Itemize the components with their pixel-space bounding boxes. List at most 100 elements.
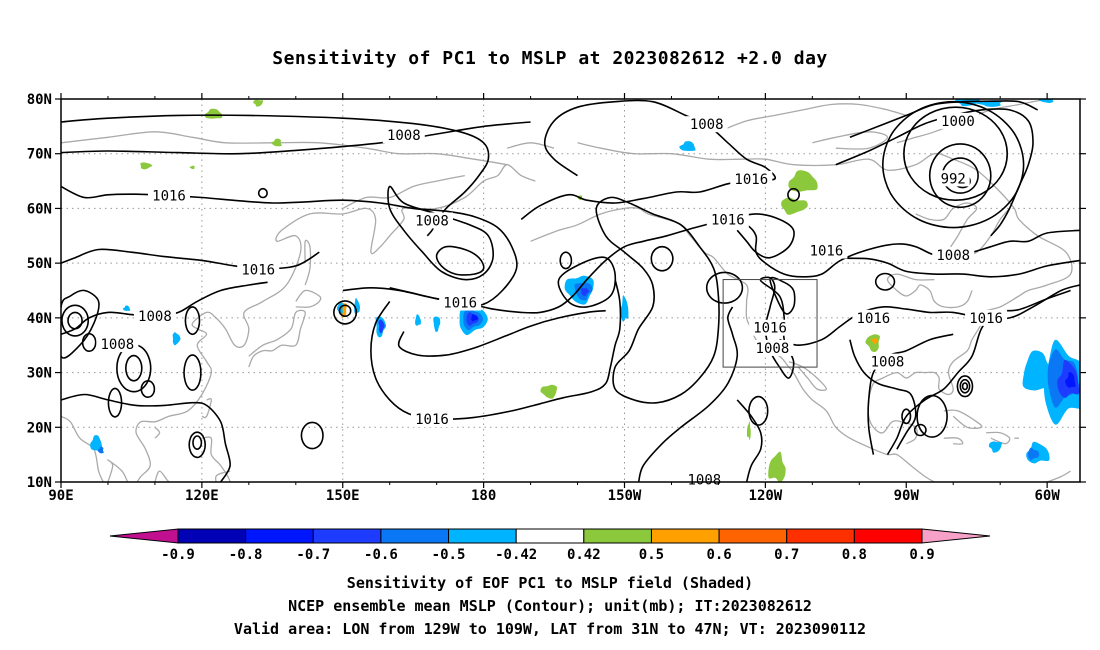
sensitivity-patch [540, 384, 558, 399]
sensitivity-patch [781, 197, 808, 215]
isobar-ring [557, 256, 617, 308]
coastline-segment [943, 409, 983, 429]
colorbar-tick-label: 0.5 [639, 547, 664, 563]
contour-label: 1008 [415, 213, 449, 229]
sensitivity-patch [580, 288, 589, 296]
contour-label-bg [730, 170, 773, 187]
isobar-ring [188, 431, 207, 459]
sensitivity-patch [620, 295, 629, 322]
colorbar-swatch [583, 528, 652, 544]
coastline-segment [107, 164, 536, 482]
coastline-segment [295, 289, 322, 308]
footer-line-1: Sensitivity of EOF PC1 to MSLP field (Sh… [346, 574, 754, 592]
isobar-line [849, 339, 917, 450]
isobar-ring [559, 251, 573, 270]
sensitivity-patch [271, 138, 282, 147]
sensitivity-patch [140, 162, 153, 170]
sensitivity-patch [1027, 447, 1040, 461]
isobar-ring [300, 421, 324, 450]
sensitivity-patch [768, 451, 786, 482]
colorbar-swatch [245, 528, 314, 544]
sensitivity-patch [122, 305, 131, 311]
sensitivity-shading [90, 99, 1080, 482]
contour-label: 1016 [241, 263, 275, 279]
isobar-ring [67, 311, 83, 330]
isobar-ring [140, 379, 156, 399]
contour-label-bg [96, 336, 139, 353]
isobar-ring [332, 300, 358, 325]
footer-line-2: NCEP ensemble mean MSLP (Contour); unit(… [288, 597, 812, 615]
sensitivity-patch [471, 313, 478, 322]
colorbar-tick-label: -0.8 [229, 547, 263, 563]
contour-label: 1016 [415, 412, 449, 428]
lat-label: 30N [27, 366, 52, 382]
colorbar-tick-label: -0.6 [364, 547, 398, 563]
isobar-ring [124, 354, 143, 382]
graticule [61, 99, 1080, 482]
isobar-line [61, 393, 231, 482]
colorbar-tick-label: -0.7 [296, 547, 330, 563]
isobar-ring [192, 435, 203, 451]
sensitivity-patch [988, 441, 1002, 453]
contour-label: 1016 [969, 311, 1003, 327]
contour-label-bg [410, 212, 453, 229]
coastline-segment [812, 131, 889, 150]
sensitivity-patch [865, 334, 880, 353]
coastline-segment [788, 360, 828, 391]
footer-caption: Sensitivity of EOF PC1 to MSLP field (Sh… [0, 572, 1100, 641]
isobar-line [61, 248, 320, 270]
coastline-segment [943, 437, 964, 445]
colorbar-tick-label: 0.6 [706, 547, 731, 563]
contour-label: 1016 [152, 188, 186, 204]
lat-label: 70N [27, 147, 52, 163]
isobar-ring [913, 423, 927, 437]
lon-label: 90E [48, 488, 73, 504]
contour-label-bg [866, 353, 909, 370]
sensitivity-patch [788, 170, 818, 192]
colorbar-high-arrow [921, 528, 991, 544]
isobar-ring [257, 187, 268, 199]
contour-label-bg [706, 211, 749, 228]
colorbar-tick-label: 0.42 [567, 547, 601, 563]
lat-label: 20N [27, 420, 52, 436]
isobar-line [708, 214, 1080, 278]
plot-frame [60, 98, 1081, 483]
isobar-ring [183, 354, 202, 391]
contour-label-bg [965, 309, 1008, 326]
contour-label-bg [852, 309, 895, 326]
sensitivity-patch [189, 165, 195, 170]
coastline-segment [304, 239, 312, 286]
isobar-ring [705, 271, 744, 304]
isobar-ring [928, 143, 992, 209]
lat-label: 80N [27, 92, 52, 108]
contour-label: 1016 [443, 296, 477, 312]
contour-label-bg [148, 187, 191, 204]
coastline-segment [154, 426, 161, 439]
lon-label: 60W [1034, 488, 1060, 504]
contour-label-bg [932, 246, 975, 263]
contour-label: 1008 [687, 472, 721, 488]
sensitivity-patch [378, 319, 385, 334]
lat-label: 50N [27, 256, 52, 272]
sensitivity-patch [204, 108, 223, 119]
isobar-ring [787, 187, 801, 202]
isobar-ring [81, 332, 97, 353]
contour-label: 1016 [753, 321, 787, 337]
colorbar-swatch [515, 528, 585, 544]
chart-title: Sensitivity of PC1 to MSLP at 2023082612… [272, 48, 828, 69]
sensitivity-patch [746, 421, 751, 441]
sensitivity-patch [1065, 372, 1076, 388]
isobar-ring [961, 382, 969, 391]
sensitivity-patch [679, 141, 696, 151]
coastline-segment [1046, 470, 1071, 482]
coastline-segment [577, 142, 1073, 445]
sensitivity-patch [90, 435, 102, 451]
coastlines [61, 99, 1073, 482]
coastline-segment [248, 309, 306, 368]
contour-label: 1008 [871, 355, 905, 371]
isobar-ring [107, 387, 123, 418]
contour-label-bg [685, 116, 728, 133]
isobar-ring [116, 343, 152, 393]
